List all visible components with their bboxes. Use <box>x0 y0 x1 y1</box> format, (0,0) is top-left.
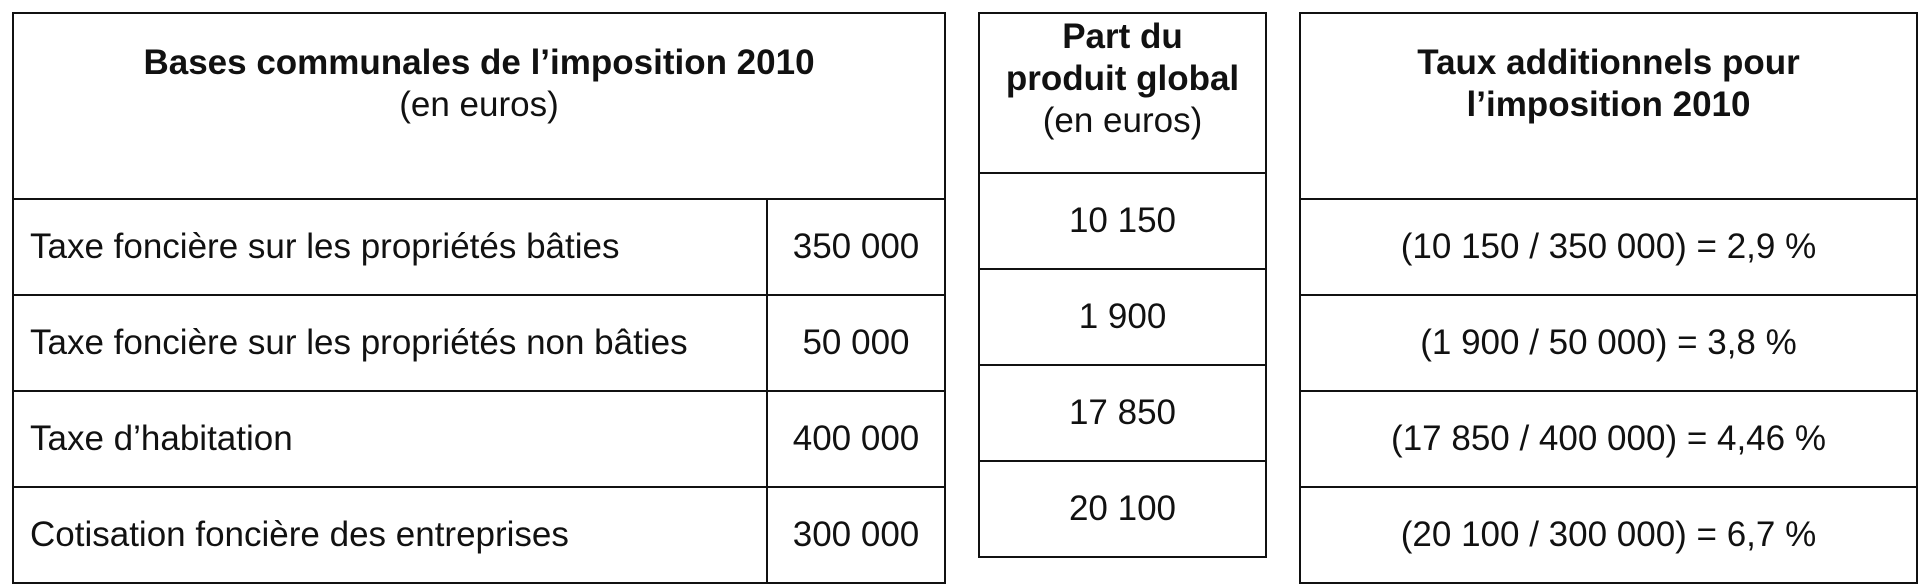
table-row: 1 900 <box>978 268 1267 366</box>
share-value: 1 900 <box>978 268 1267 366</box>
rates-table: Taux additionnels pour l’imposition 2010… <box>1299 12 1918 584</box>
rate-formula: (10 150 / 350 000) = 2,9 % <box>1299 198 1918 296</box>
rates-header-line2: l’imposition 2010 <box>1466 85 1751 124</box>
share-value: 20 100 <box>978 460 1267 558</box>
table-row: Taxe foncière sur les propriétés bâties … <box>12 198 946 296</box>
table-row: 10 150 <box>978 172 1267 270</box>
rate-formula: (17 850 / 400 000) = 4,46 % <box>1299 390 1918 488</box>
share-value: 17 850 <box>978 364 1267 462</box>
table-row: Cotisation foncière des entreprises 300 … <box>12 486 946 584</box>
tax-base-value: 50 000 <box>766 294 946 392</box>
table-row: 17 850 <box>978 364 1267 462</box>
share-value: 10 150 <box>978 172 1267 270</box>
share-header-line1: Part du <box>1062 17 1183 56</box>
table-row: (20 100 / 300 000) = 6,7 % <box>1299 486 1918 584</box>
share-header-row: Part du produit global (en euros) <box>978 12 1267 174</box>
table-row: Taxe foncière sur les propriétés non bât… <box>12 294 946 392</box>
tax-base-value: 300 000 <box>766 486 946 584</box>
bases-table: Bases communales de l’imposition 2010 (e… <box>12 12 946 584</box>
rate-formula: (1 900 / 50 000) = 3,8 % <box>1299 294 1918 392</box>
share-table: Part du produit global (en euros) 10 150… <box>978 12 1267 558</box>
bases-header-unit: (en euros) <box>399 85 559 124</box>
rates-header-cell: Taux additionnels pour l’imposition 2010 <box>1299 12 1918 200</box>
bases-header-title: Bases communales de l’imposition 2010 <box>143 43 815 82</box>
table-row: Taxe d’habitation 400 000 <box>12 390 946 488</box>
tax-label: Taxe foncière sur les propriétés non bât… <box>12 294 768 392</box>
share-header-cell: Part du produit global (en euros) <box>978 12 1267 174</box>
table-row: 20 100 <box>978 460 1267 558</box>
tax-label: Cotisation foncière des entreprises <box>12 486 768 584</box>
table-row: (17 850 / 400 000) = 4,46 % <box>1299 390 1918 488</box>
rates-header-row: Taux additionnels pour l’imposition 2010 <box>1299 12 1918 200</box>
table-row: (10 150 / 350 000) = 2,9 % <box>1299 198 1918 296</box>
share-header-line2: produit global <box>1005 59 1240 98</box>
rates-header-line1: Taux additionnels pour <box>1417 43 1800 82</box>
bases-header-cell: Bases communales de l’imposition 2010 (e… <box>12 12 946 200</box>
tax-base-value: 400 000 <box>766 390 946 488</box>
tax-label: Taxe foncière sur les propriétés bâties <box>12 198 768 296</box>
tax-label: Taxe d’habitation <box>12 390 768 488</box>
bases-header-row: Bases communales de l’imposition 2010 (e… <box>12 12 946 200</box>
share-header-unit: (en euros) <box>1042 101 1203 140</box>
rate-formula: (20 100 / 300 000) = 6,7 % <box>1299 486 1918 584</box>
table-row: (1 900 / 50 000) = 3,8 % <box>1299 294 1918 392</box>
tax-base-value: 350 000 <box>766 198 946 296</box>
